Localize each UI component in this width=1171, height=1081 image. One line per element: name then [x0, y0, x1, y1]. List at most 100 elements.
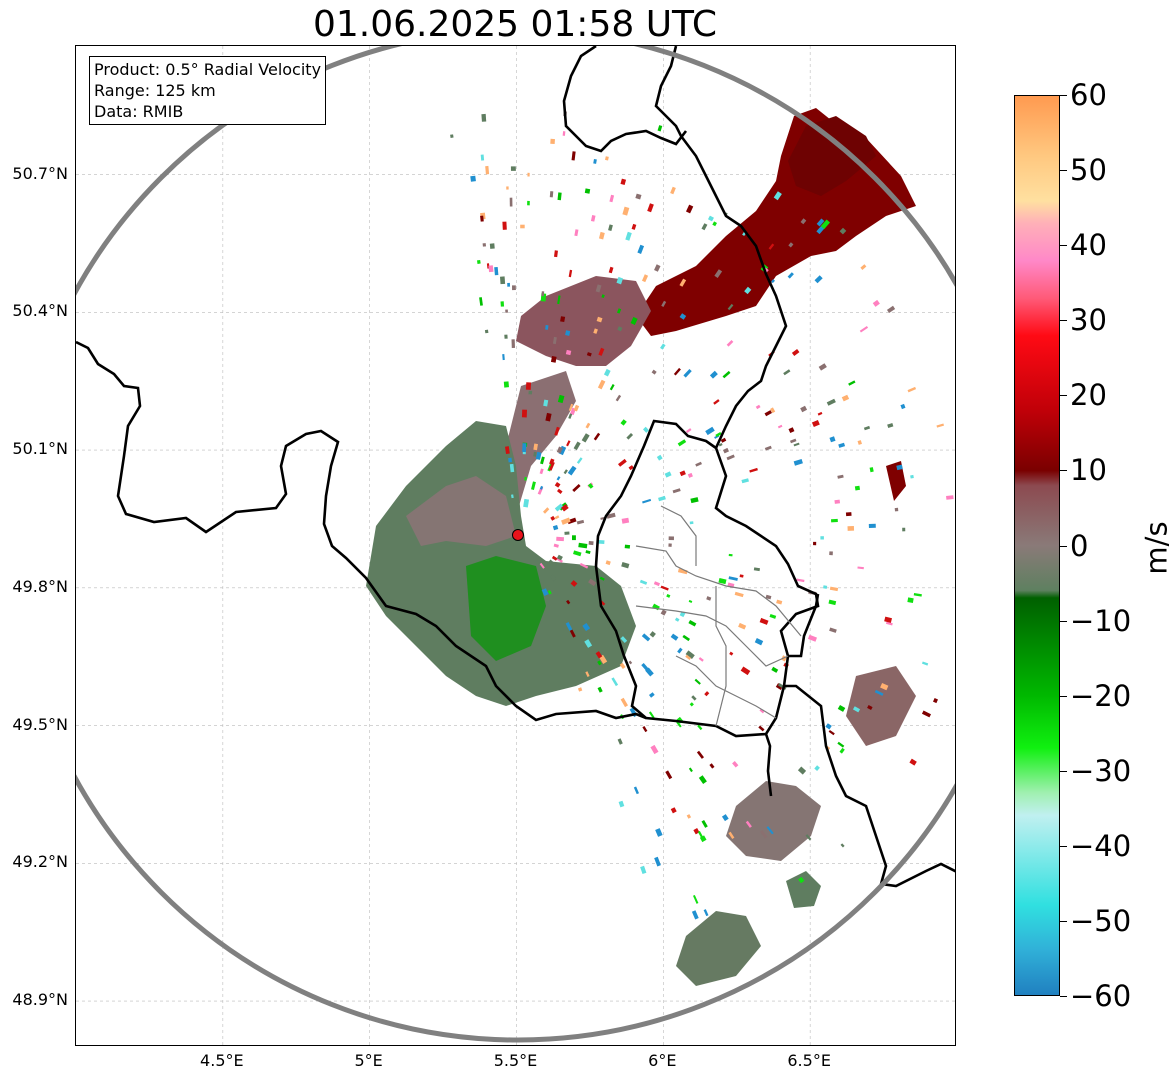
- velocity-gate: [523, 498, 530, 508]
- velocity-gate: [689, 521, 694, 525]
- velocity-gate: [907, 386, 917, 393]
- velocity-gate: [817, 411, 823, 416]
- lon-tick-label: 6°E: [648, 1051, 677, 1070]
- colorbar-tick-mark: [1060, 620, 1067, 622]
- velocity-gate: [578, 542, 588, 549]
- velocity-gate: [616, 308, 622, 314]
- velocity-gate: [750, 294, 757, 302]
- lon-tick-label: 6.5°E: [787, 1051, 831, 1070]
- velocity-gate: [886, 305, 896, 314]
- velocity-gate: [611, 677, 619, 687]
- velocity-gate: [605, 560, 611, 566]
- colorbar-tick-label: 50: [1070, 153, 1107, 188]
- border-germany-west: [654, 46, 788, 449]
- velocity-gate: [838, 442, 846, 448]
- velocity-gate: [776, 599, 783, 605]
- velocity-gate: [677, 439, 687, 447]
- velocity-gate: [505, 446, 510, 455]
- velocity-gate: [885, 621, 893, 626]
- velocity-gate: [579, 562, 589, 569]
- echo-east-red-cell: [886, 461, 906, 501]
- velocity-gate: [703, 909, 709, 917]
- velocity-gate: [620, 636, 628, 644]
- velocity-gate: [568, 269, 573, 278]
- velocity-gate: [805, 834, 812, 841]
- velocity-gate: [884, 616, 893, 623]
- velocity-gate: [533, 451, 537, 457]
- velocity-gate: [791, 349, 800, 357]
- colorbar-tick-mark: [1060, 545, 1067, 547]
- colorbar-unit-label: m/s: [1139, 521, 1171, 575]
- velocity-gate: [654, 856, 661, 867]
- velocity-gate: [694, 678, 701, 685]
- velocity-gate: [771, 279, 775, 284]
- velocity-gate: [588, 540, 594, 546]
- border-lorraine: [764, 733, 773, 797]
- velocity-gate: [481, 113, 487, 122]
- velocity-gate: [709, 370, 718, 379]
- velocity-gate: [566, 599, 571, 605]
- velocity-gate: [593, 328, 598, 334]
- velocity-gate: [733, 250, 740, 256]
- velocity-gate: [656, 454, 663, 461]
- velocity-gate: [759, 617, 769, 625]
- velocity-gate: [633, 786, 639, 795]
- velocity-gate: [595, 284, 602, 293]
- velocity-gate: [693, 828, 700, 835]
- country-borders: [76, 46, 955, 888]
- velocity-gate: [697, 830, 704, 839]
- velocity-gate: [826, 398, 836, 406]
- velocity-gate: [524, 476, 527, 481]
- velocity-gate: [620, 178, 627, 186]
- velocity-gate: [854, 485, 861, 491]
- velocity-gate: [775, 683, 784, 690]
- velocity-gate: [626, 433, 634, 440]
- velocity-gate: [852, 706, 861, 713]
- lon-tick-label: 5°E: [354, 1051, 383, 1070]
- velocity-gate: [639, 579, 648, 585]
- velocity-gate: [720, 437, 727, 443]
- velocity-gate: [657, 125, 663, 132]
- velocity-gate: [549, 458, 555, 465]
- velocity-gate: [729, 651, 734, 656]
- velocity-gate: [676, 721, 682, 728]
- velocity-gate: [921, 661, 929, 666]
- velocity-gate: [547, 589, 552, 595]
- velocity-gate: [609, 194, 615, 203]
- velocity-gate: [698, 775, 707, 785]
- velocity-gate: [561, 504, 569, 512]
- velocity-gate: [624, 544, 631, 549]
- velocity-gate: [635, 193, 642, 200]
- velocity-gate: [946, 495, 954, 500]
- velocity-gate: [921, 710, 931, 718]
- velocity-gate: [618, 458, 627, 467]
- velocity-gate: [660, 343, 666, 350]
- velocity-gate: [745, 820, 752, 828]
- velocity-gate: [509, 463, 515, 473]
- velocity-gate: [814, 275, 823, 284]
- velocity-gate: [863, 425, 871, 431]
- velocity-gate: [739, 574, 744, 578]
- colorbar-tick-label: −30: [1070, 753, 1132, 788]
- velocity-gate: [837, 704, 846, 712]
- velocity-gate: [828, 729, 835, 736]
- velocity-gate: [685, 204, 694, 214]
- velocity-gate: [504, 334, 508, 339]
- velocity-gate: [508, 457, 512, 463]
- velocity-gate: [642, 726, 648, 733]
- velocity-gate: [818, 363, 827, 371]
- velocity-gate: [665, 770, 673, 780]
- border-belgium-north: [76, 340, 647, 722]
- velocity-gate: [539, 485, 544, 490]
- velocity-gate: [691, 695, 697, 701]
- velocity-gate: [807, 634, 818, 642]
- velocity-gate: [573, 550, 582, 557]
- info-data-source: Data: RMIB: [94, 102, 184, 121]
- velocity-gate: [550, 138, 555, 144]
- colorbar-tick-label: −50: [1070, 903, 1132, 938]
- lat-tick-label: 48.9°N: [12, 990, 68, 1010]
- velocity-gate: [502, 354, 505, 361]
- velocity-gate: [551, 555, 558, 561]
- velocity-gate: [488, 265, 494, 273]
- velocity-gate: [571, 151, 576, 161]
